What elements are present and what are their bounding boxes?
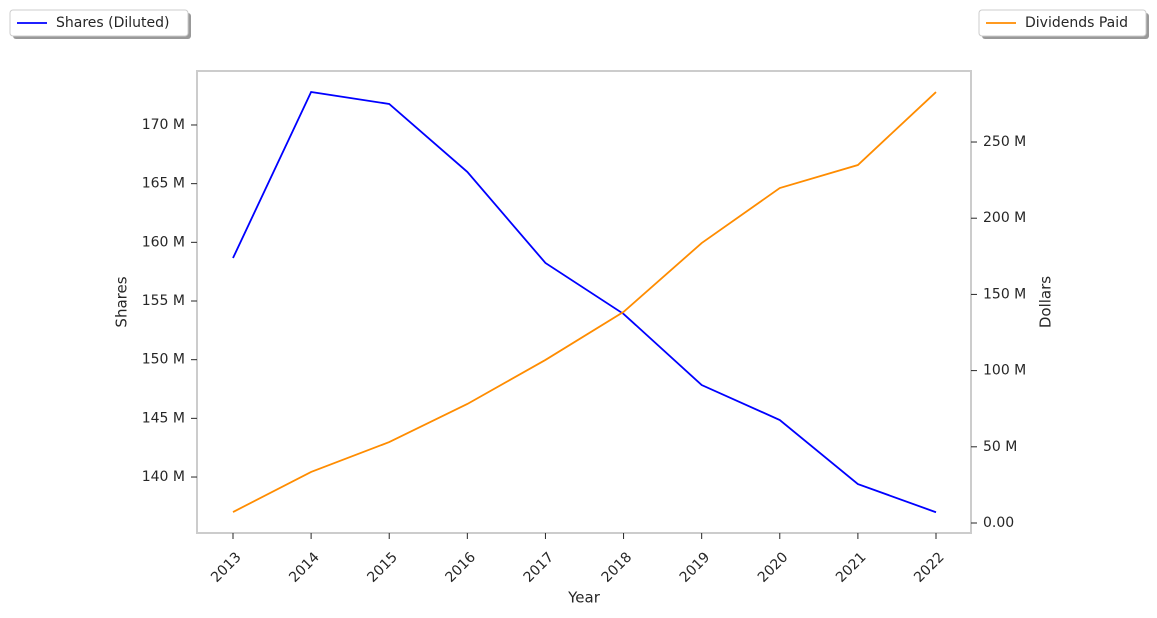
y2-tick-label: 100 M: [983, 363, 1026, 379]
series-line: [232, 91, 937, 513]
x-tick-label: 2018: [599, 549, 636, 586]
y-tick-label: 155 M: [142, 293, 185, 309]
x-tick-label: 2019: [677, 549, 714, 586]
legend-box: [978, 9, 1147, 37]
y-tick-label: 160 M: [142, 234, 185, 250]
series-line: [232, 91, 937, 514]
y-axis-label: Shares: [113, 276, 131, 327]
y-tick-label: 145 M: [142, 410, 185, 426]
plot-frame: [196, 70, 972, 534]
y2-tick-label: 50 M: [983, 439, 1017, 455]
x-tick-label: 2017: [521, 549, 558, 586]
y2-tick-label: 0.00: [983, 515, 1014, 531]
x-axis-label: Year: [567, 589, 601, 607]
y-tick-label: 170 M: [142, 117, 185, 133]
x-tick-label: 2014: [286, 549, 323, 586]
y2-axis-label: Dollars: [1037, 276, 1055, 328]
legend-box: [9, 9, 189, 37]
x-tick-label: 2016: [442, 549, 479, 586]
y2-tick-label: 150 M: [983, 286, 1026, 302]
y2-tick-label: 250 M: [983, 134, 1026, 150]
legend-label: Dividends Paid: [1025, 15, 1128, 31]
legend-label: Shares (Diluted): [56, 15, 170, 31]
y2-tick-label: 200 M: [983, 210, 1026, 226]
x-tick-label: 2015: [364, 549, 401, 586]
x-tick-label: 2013: [208, 549, 245, 586]
x-tick-label: 2022: [911, 549, 948, 586]
y-tick-label: 140 M: [142, 469, 185, 485]
y-tick-label: 150 M: [142, 352, 185, 368]
x-tick-label: 2021: [833, 549, 870, 586]
x-tick-label: 2020: [755, 549, 792, 586]
y-tick-label: 165 M: [142, 176, 185, 192]
